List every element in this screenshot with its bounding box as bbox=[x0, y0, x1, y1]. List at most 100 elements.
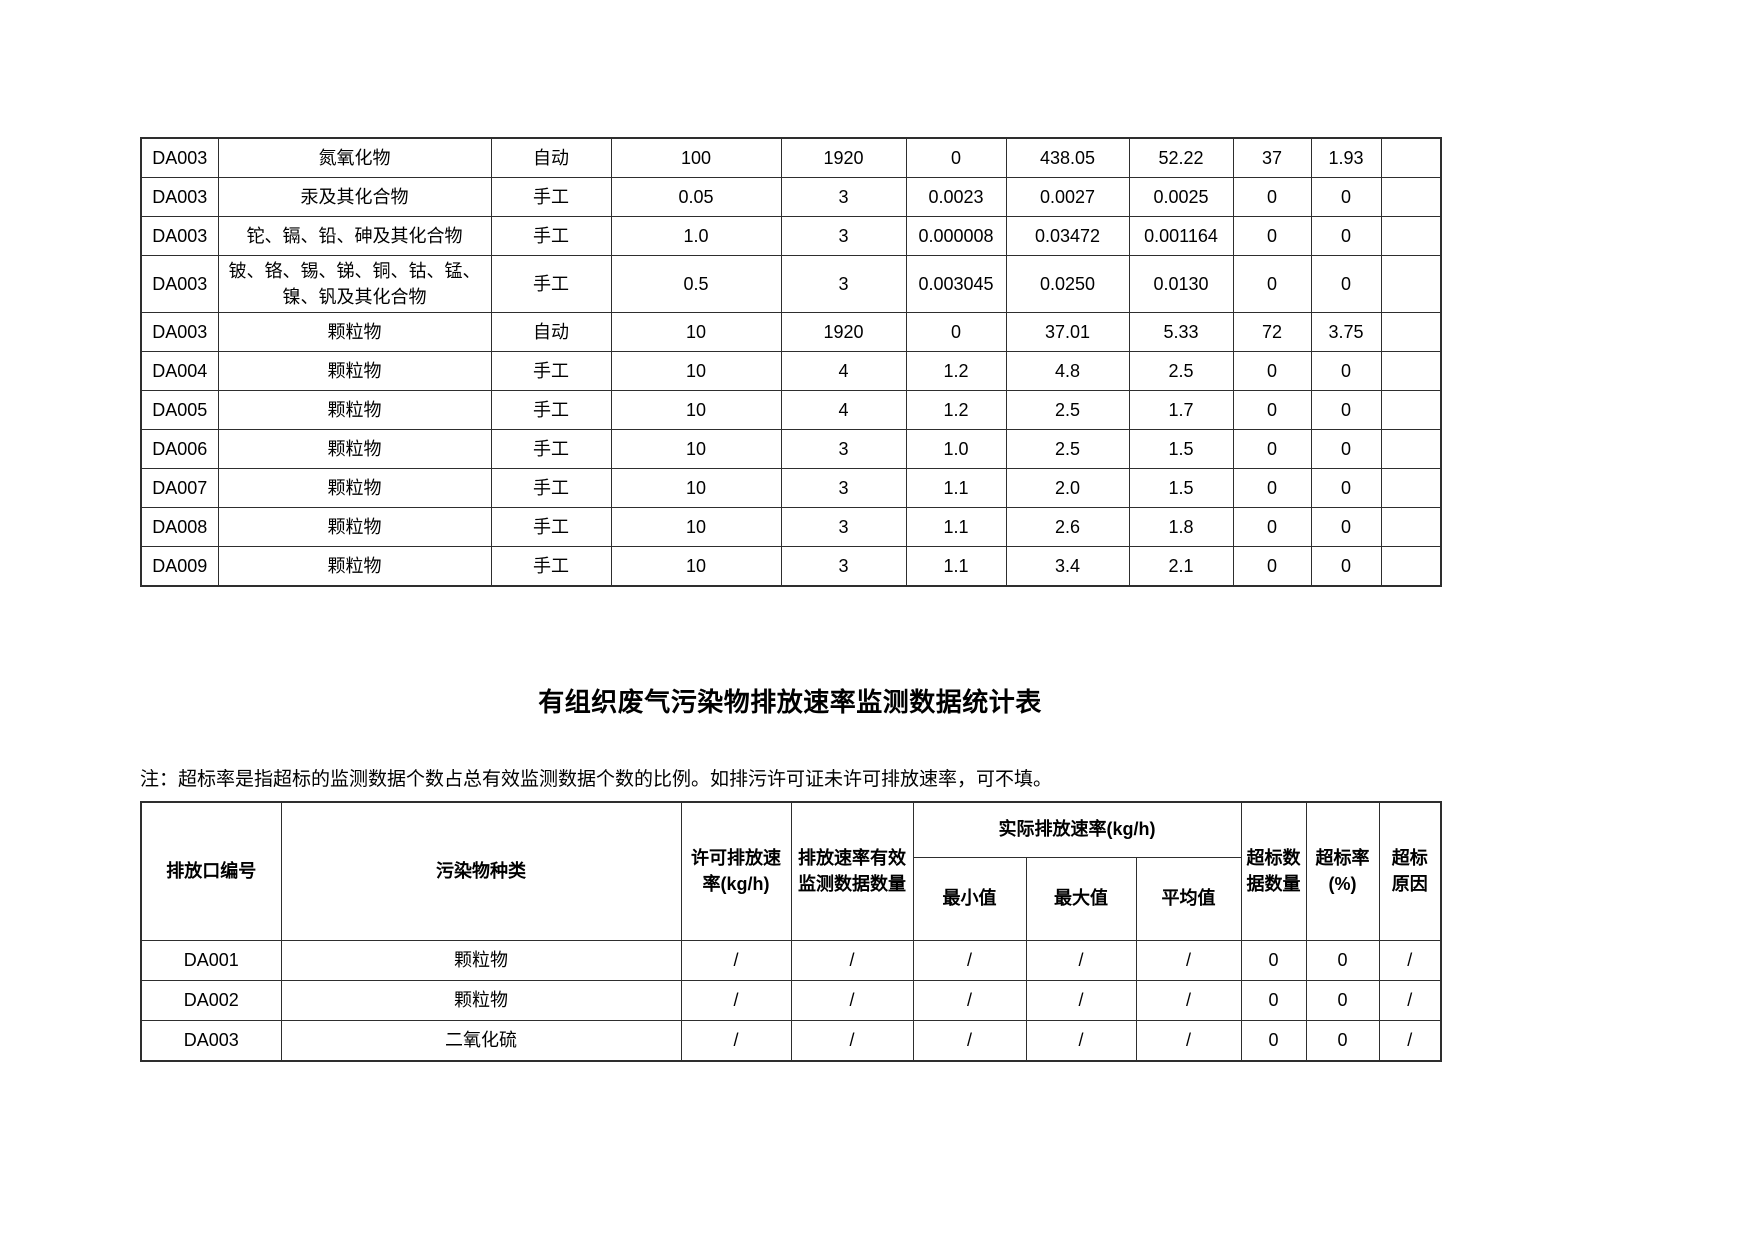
header-row-1: 排放口编号 污染物种类 许可排放速率(kg/h) 排放速率有效监测数据数量 实际… bbox=[140, 801, 1442, 941]
table-cell: 铍、铬、锡、锑、铜、钴、锰、镍、钒及其化合物 bbox=[217, 254, 492, 314]
table-cell: 0 bbox=[1232, 254, 1312, 314]
table-cell: 0 bbox=[1310, 177, 1382, 217]
header-permitted-rate: 许可排放速率(kg/h) bbox=[680, 801, 792, 941]
table-cell: DA005 bbox=[140, 390, 219, 431]
table-cell: / bbox=[1378, 980, 1442, 1021]
table-cell: 颗粒物 bbox=[217, 312, 492, 353]
table-cell: / bbox=[1025, 940, 1137, 981]
table-cell: 10 bbox=[610, 546, 782, 587]
table-cell: 0 bbox=[1240, 1020, 1307, 1062]
table-cell: 手工 bbox=[490, 177, 612, 217]
header-actual-rate-group: 实际排放速率(kg/h) bbox=[912, 801, 1242, 858]
header-min-value: 最小值 bbox=[912, 857, 1027, 941]
table-cell: 10 bbox=[610, 390, 782, 431]
emission-rate-table-body: DA001 颗粒物 / / / //0 0/DA002 颗粒物 / / / //0 0/DA003 二氧化… bbox=[140, 940, 1442, 1062]
table-cell: / bbox=[1378, 940, 1442, 981]
table-cell bbox=[1380, 429, 1442, 470]
table-row: DA002 颗粒物 / / / //0 0/ bbox=[140, 980, 1442, 1021]
table-cell: DA007 bbox=[140, 468, 219, 509]
table-cell: 1.2 bbox=[905, 390, 1007, 431]
table-cell: DA009 bbox=[140, 546, 219, 587]
table-cell: 0 bbox=[1310, 216, 1382, 256]
table-cell: 1.0 bbox=[610, 216, 782, 256]
table-cell: 3 bbox=[780, 507, 907, 548]
table-cell: 0.0025 bbox=[1128, 177, 1234, 217]
header-valid-data-count: 排放速率有效监测数据数量 bbox=[790, 801, 914, 941]
table-cell: 0 bbox=[1240, 980, 1307, 1021]
table-row: DA003 氮氧化物 自动 100 1920 0 438.05 52.22 37 1.93 bbox=[140, 137, 1442, 178]
table-cell: DA006 bbox=[140, 429, 219, 470]
table-row: DA009 颗粒物 手工 10 3 1.1 3.4 2.1 0 0 bbox=[140, 546, 1442, 587]
table-cell: 3.75 bbox=[1310, 312, 1382, 353]
header-row-2: 最小值 最大值 平均值 bbox=[141, 857, 1441, 941]
emission-rate-table-header: 排放口编号 污染物种类 许可排放速率(kg/h) 排放速率有效监测数据数量 实际… bbox=[140, 801, 1442, 941]
table-cell: 手工 bbox=[490, 254, 612, 314]
table-cell: 2.5 bbox=[1128, 351, 1234, 392]
table-cell: 手工 bbox=[490, 507, 612, 548]
table-row: DA003 汞及其化合物 手工 0.05 3 0.0023 0.0027 0.0025 0 0 bbox=[140, 177, 1442, 217]
page-title: 有组织废气污染物排放速率监测数据统计表 bbox=[538, 687, 1042, 717]
emission-rate-statistics-table: 排放口编号 污染物种类 许可排放速率(kg/h) 排放速率有效监测数据数量 实际… bbox=[140, 801, 1443, 1062]
table-cell: / bbox=[1135, 980, 1242, 1021]
table-cell bbox=[1380, 137, 1442, 178]
table-cell: 0.0250 bbox=[1005, 254, 1130, 314]
table-cell: 0 bbox=[1305, 1020, 1380, 1062]
table-cell: 1.8 bbox=[1128, 507, 1234, 548]
table-cell: 1.5 bbox=[1128, 429, 1234, 470]
table-cell: 汞及其化合物 bbox=[217, 177, 492, 217]
table-cell: 1920 bbox=[780, 137, 907, 178]
table-cell: 手工 bbox=[490, 351, 612, 392]
table-cell: 颗粒物 bbox=[217, 468, 492, 509]
header-exceed-rate: 超标率(%) bbox=[1305, 801, 1380, 941]
header-exceed-reason: 超标原因 bbox=[1378, 801, 1442, 941]
table-cell: 3.4 bbox=[1005, 546, 1130, 587]
table-cell: 3 bbox=[780, 546, 907, 587]
table-cell: 0 bbox=[1310, 254, 1382, 314]
table-cell: 铊、镉、铅、砷及其化合物 bbox=[217, 216, 492, 256]
table-cell: / bbox=[790, 940, 914, 981]
table-cell: DA004 bbox=[140, 351, 219, 392]
table-row: DA003 铍、铬、锡、锑、铜、钴、锰、镍、钒及其化合物 手工 0.5 3 0.00304… bbox=[140, 254, 1442, 314]
table-cell: 0 bbox=[1232, 429, 1312, 470]
table-cell: 颗粒物 bbox=[217, 390, 492, 431]
table-cell: 1.0 bbox=[905, 429, 1007, 470]
header-outlet-id: 排放口编号 bbox=[140, 801, 282, 941]
table-cell: / bbox=[912, 940, 1027, 981]
table-cell: 颗粒物 bbox=[217, 429, 492, 470]
table-cell: 0.003045 bbox=[905, 254, 1007, 314]
table-cell: DA003 bbox=[140, 137, 219, 178]
table-cell: 0 bbox=[1232, 390, 1312, 431]
table-cell: 100 bbox=[610, 137, 782, 178]
table-cell: / bbox=[680, 940, 792, 981]
table-cell: 37 bbox=[1232, 137, 1312, 178]
table-cell: 0.5 bbox=[610, 254, 782, 314]
table-cell: 438.05 bbox=[1005, 137, 1130, 178]
table-cell: 2.1 bbox=[1128, 546, 1234, 587]
table-cell: / bbox=[1025, 1020, 1137, 1062]
table-cell bbox=[1380, 390, 1442, 431]
table-cell: 自动 bbox=[490, 312, 612, 353]
table-cell: 1.2 bbox=[905, 351, 1007, 392]
table-cell: 0 bbox=[1310, 546, 1382, 587]
table-cell: / bbox=[680, 980, 792, 1021]
header-pollutant-type: 污染物种类 bbox=[280, 801, 682, 941]
table-cell: DA003 bbox=[140, 177, 219, 217]
table-cell: DA001 bbox=[140, 940, 282, 981]
table-cell: 3 bbox=[780, 254, 907, 314]
table-cell: 1.1 bbox=[905, 507, 1007, 548]
table-row: DA001 颗粒物 / / / //0 0/ bbox=[140, 940, 1442, 981]
table-row: DA006 颗粒物 手工 10 3 1.0 2.5 1.5 0 0 bbox=[140, 429, 1442, 470]
table-cell: 5.33 bbox=[1128, 312, 1234, 353]
table-cell bbox=[1380, 312, 1442, 353]
table-row: DA003 铊、镉、铅、砷及其化合物 手工 1.0 3 0.000008 0.03472 0.… bbox=[140, 216, 1442, 256]
table-cell: 自动 bbox=[490, 137, 612, 178]
concentration-monitoring-table: DA003 氮氧化物 自动 100 1920 0 438.05 52.22 37 1.93 DA00… bbox=[140, 137, 1442, 588]
table-cell: 0 bbox=[1232, 216, 1312, 256]
table-cell: 0.0027 bbox=[1005, 177, 1130, 217]
table-cell: 0 bbox=[1232, 507, 1312, 548]
table-cell: 0 bbox=[1310, 351, 1382, 392]
table-row: DA008 颗粒物 手工 10 3 1.1 2.6 1.8 0 0 bbox=[140, 507, 1442, 548]
table-cell: 4 bbox=[780, 390, 907, 431]
table-cell: 0.000008 bbox=[905, 216, 1007, 256]
